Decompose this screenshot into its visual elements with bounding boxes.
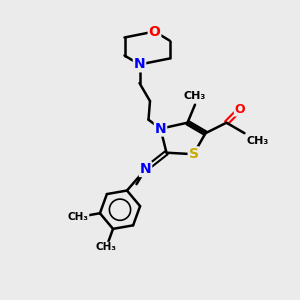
Text: N: N xyxy=(140,162,151,176)
Text: N: N xyxy=(134,58,145,71)
Text: S: S xyxy=(188,147,199,161)
Text: CH₃: CH₃ xyxy=(246,136,268,146)
Text: O: O xyxy=(148,25,160,38)
Text: CH₃: CH₃ xyxy=(68,212,89,221)
Text: CH₃: CH₃ xyxy=(184,91,206,101)
Text: O: O xyxy=(235,103,245,116)
Text: CH₃: CH₃ xyxy=(95,242,116,252)
Text: N: N xyxy=(155,122,166,136)
